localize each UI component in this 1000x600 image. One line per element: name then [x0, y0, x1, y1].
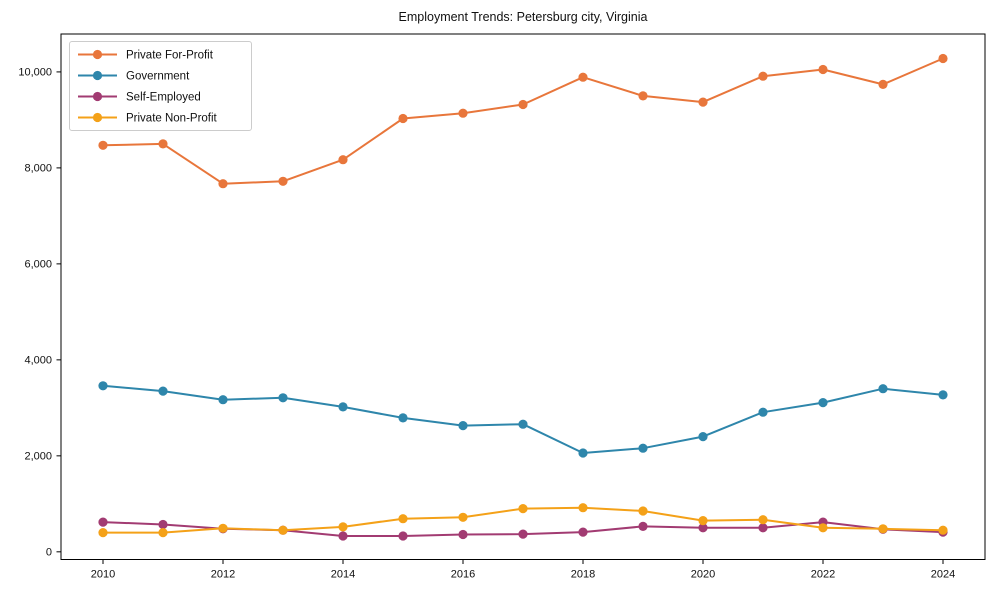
- legend-entry-self-employed: Self-Employed: [78, 92, 201, 104]
- legend-marker: [92, 49, 103, 60]
- point-private-non-profit: [158, 528, 168, 538]
- legend-marker: [92, 70, 103, 81]
- point-government: [938, 390, 948, 400]
- point-private-for-profit: [98, 140, 108, 150]
- point-private-for-profit: [338, 155, 348, 165]
- y-tick-label: 2,000: [24, 451, 52, 463]
- point-private-non-profit: [578, 503, 588, 513]
- point-private-non-profit: [758, 515, 768, 525]
- y-tick-label: 8,000: [24, 163, 52, 175]
- point-private-for-profit: [938, 53, 948, 64]
- point-self-employed: [338, 531, 348, 541]
- point-self-employed: [98, 517, 108, 527]
- point-private-non-profit: [98, 528, 108, 538]
- point-self-employed: [758, 523, 768, 533]
- point-government: [518, 419, 528, 429]
- point-private-non-profit: [698, 516, 708, 526]
- point-private-non-profit: [338, 522, 348, 532]
- plot-border: [60, 33, 986, 560]
- point-government: [458, 421, 468, 431]
- x-tick-label: 2014: [331, 569, 355, 581]
- legend-box: [69, 41, 252, 131]
- point-private-non-profit: [518, 504, 528, 514]
- chart-title: Employment Trends: Petersburg city, Virg…: [399, 10, 648, 24]
- legend-marker: [92, 112, 103, 123]
- legend-entry-private-for-profit: Private For-Profit: [78, 50, 214, 62]
- point-private-non-profit: [278, 525, 288, 535]
- point-government: [218, 395, 228, 405]
- point-private-for-profit: [158, 139, 168, 149]
- legend-label: Government: [126, 71, 190, 83]
- point-government: [278, 393, 288, 403]
- legend-label: Private For-Profit: [126, 50, 214, 62]
- y-tick-label: 10,000: [18, 67, 52, 79]
- point-government: [578, 448, 588, 458]
- point-private-non-profit: [638, 506, 648, 516]
- y-tick-label: 6,000: [24, 259, 52, 271]
- point-government: [818, 398, 828, 408]
- point-private-for-profit: [458, 108, 468, 118]
- point-self-employed: [578, 527, 588, 537]
- point-private-for-profit: [878, 79, 888, 89]
- point-private-non-profit: [398, 514, 408, 524]
- point-private-non-profit: [218, 523, 228, 533]
- point-self-employed: [398, 531, 408, 541]
- point-private-for-profit: [578, 72, 588, 82]
- point-private-for-profit: [278, 176, 288, 186]
- point-government: [758, 407, 768, 417]
- point-government: [638, 443, 648, 453]
- point-government: [158, 386, 168, 396]
- point-private-for-profit: [638, 91, 648, 101]
- point-private-non-profit: [938, 525, 948, 535]
- point-private-for-profit: [398, 113, 408, 124]
- x-tick-label: 2016: [451, 569, 475, 581]
- point-private-non-profit: [818, 523, 828, 533]
- plot-area: 2010 2012 2014 2016 2018 2020 2022 2024 0 2,000 4,…: [18, 33, 986, 581]
- point-self-employed: [158, 519, 168, 530]
- point-self-employed: [698, 523, 708, 533]
- x-tick-label: 2022: [811, 569, 835, 581]
- point-private-non-profit: [878, 524, 888, 534]
- legend-marker: [92, 91, 103, 102]
- x-tick-label: 2020: [691, 569, 715, 581]
- point-self-employed: [518, 529, 528, 539]
- legend-label: Self-Employed: [126, 92, 201, 104]
- point-government: [338, 402, 348, 412]
- y-tick-label: 4,000: [24, 355, 52, 367]
- point-government: [98, 381, 108, 391]
- point-private-for-profit: [698, 97, 708, 107]
- x-tick-label: 2024: [931, 569, 955, 581]
- point-private-for-profit: [758, 71, 768, 81]
- point-private-for-profit: [218, 179, 228, 189]
- point-government: [878, 384, 888, 394]
- point-private-for-profit: [518, 99, 528, 110]
- point-private-non-profit: [458, 512, 468, 522]
- y-tick-label: 0: [46, 547, 52, 559]
- legend-entry-government: Government: [78, 71, 190, 83]
- point-government: [698, 432, 708, 442]
- line-government: [102, 384, 944, 454]
- legend-entry-private-non-profit: Private Non-Profit: [78, 113, 218, 125]
- point-private-for-profit: [818, 64, 828, 75]
- x-tick-label: 2012: [211, 569, 235, 581]
- point-self-employed: [458, 529, 468, 540]
- legend-label: Private Non-Profit: [126, 113, 218, 125]
- point-government: [398, 413, 408, 423]
- chart-legend: Private For-Profit Government Self-Employe…: [69, 41, 252, 131]
- x-tick-label: 2010: [91, 569, 115, 581]
- point-self-employed: [638, 521, 648, 532]
- x-tick-label: 2018: [571, 569, 595, 581]
